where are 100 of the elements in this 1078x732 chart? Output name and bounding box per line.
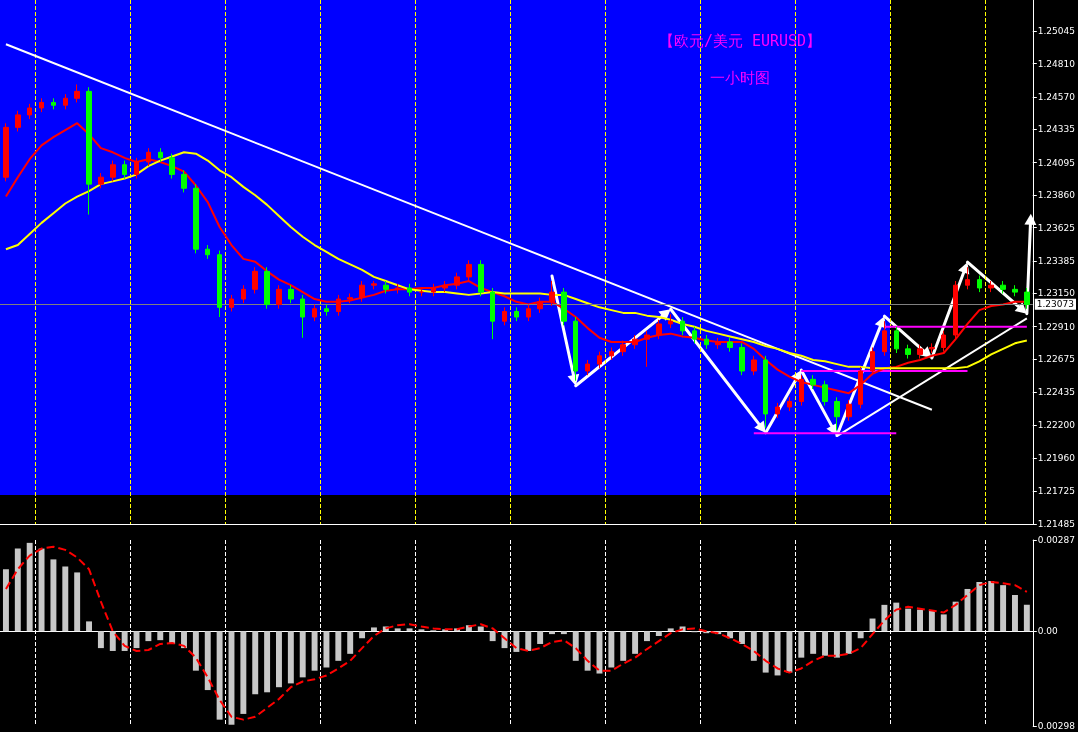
- bar: [62, 566, 69, 632]
- y-tick-label: 1.24335: [1037, 124, 1075, 135]
- bar: [952, 601, 959, 632]
- candlestick: [680, 316, 685, 336]
- candlestick: [454, 272, 460, 290]
- bar: [26, 542, 33, 632]
- candlestick: [727, 337, 733, 353]
- y-tick-label: 1.21485: [1037, 519, 1075, 529]
- candlestick: [229, 294, 234, 312]
- bar: [74, 572, 81, 632]
- candlestick: [953, 280, 958, 340]
- candlestick: [98, 172, 104, 189]
- candlestick: [620, 340, 626, 357]
- bar: [323, 631, 330, 668]
- candlestick: [276, 284, 282, 310]
- candlestick: [775, 402, 780, 419]
- candlestick: [51, 97, 56, 110]
- candlestick: [3, 122, 9, 182]
- bar: [750, 631, 757, 661]
- bar: [976, 581, 983, 632]
- candlestick: [110, 160, 116, 182]
- candlestick: [656, 319, 662, 340]
- candlestick: [205, 244, 210, 260]
- bar: [276, 631, 282, 688]
- bar: [549, 631, 555, 635]
- y-tick-label: 1.21725: [1037, 485, 1075, 496]
- y-tick-label: 0.00: [1037, 626, 1059, 637]
- candlestick: [324, 304, 329, 317]
- y-tick-label: 1.22200: [1037, 420, 1076, 431]
- bar: [905, 608, 912, 632]
- candlestick: [704, 334, 709, 350]
- candlestick: [158, 147, 163, 163]
- candlestick: [905, 344, 911, 360]
- ref-line-label: 1.23073: [1036, 299, 1074, 310]
- candlestick: [442, 280, 448, 293]
- candlestick: [217, 250, 222, 318]
- candlestick: [597, 351, 602, 369]
- bar: [394, 628, 401, 632]
- bar: [287, 631, 294, 684]
- bar: [572, 631, 579, 661]
- bar: [917, 609, 923, 632]
- candlestick: [965, 266, 970, 290]
- bar: [786, 631, 793, 673]
- candlestick: [1024, 287, 1030, 310]
- bar: [584, 631, 591, 671]
- candlestick: [692, 326, 697, 344]
- bar: [774, 631, 781, 676]
- y-tick-label: 1.25045: [1037, 26, 1075, 37]
- y-tick-label: 1.21960: [1037, 453, 1076, 464]
- bar: [14, 548, 21, 632]
- bar: [1023, 604, 1030, 632]
- bar: [109, 631, 116, 651]
- bar: [216, 631, 223, 720]
- candlestick: [407, 283, 412, 297]
- candlestick: [241, 284, 246, 304]
- candlestick: [1000, 280, 1006, 294]
- candlestick: [490, 287, 495, 340]
- candlestick: [668, 313, 673, 329]
- candlestick: [146, 147, 151, 167]
- candlestick: [466, 259, 472, 282]
- candlestick: [169, 153, 175, 180]
- candlestick: [549, 280, 555, 307]
- candlestick: [870, 346, 875, 376]
- candlestick: [86, 86, 92, 216]
- candlestick: [431, 283, 436, 297]
- candlestick: [609, 346, 614, 361]
- candlestick: [336, 294, 341, 317]
- text: 【欧元/美元 EURUSD】: [658, 31, 822, 50]
- y-tick-label: 1.24570: [1037, 91, 1076, 102]
- bar: [632, 631, 639, 654]
- candlestick: [193, 183, 199, 254]
- candlestick: [763, 355, 768, 429]
- bar: [928, 610, 935, 632]
- candlestick: [134, 157, 139, 180]
- bar: [940, 614, 947, 632]
- candlestick: [359, 280, 365, 303]
- candlestick: [264, 266, 270, 310]
- bar: [537, 631, 544, 644]
- y-tick-label: 1.23860: [1037, 190, 1076, 201]
- bar: [620, 631, 627, 661]
- candlestick: [632, 334, 638, 350]
- candlestick: [882, 320, 887, 357]
- bar: [560, 631, 567, 635]
- candlestick: [810, 374, 816, 390]
- bar: [845, 631, 852, 654]
- y-tick-label: 0.00287: [1037, 535, 1075, 545]
- candlestick: [288, 284, 294, 304]
- candlestick: [929, 342, 935, 354]
- bar: [97, 631, 104, 649]
- candlestick: [977, 275, 982, 293]
- candlestick: [74, 83, 80, 103]
- text: 一小时图: [710, 68, 770, 87]
- candlestick: [526, 304, 531, 322]
- bar: [1000, 585, 1007, 632]
- candlestick: [561, 287, 567, 326]
- bar: [738, 631, 745, 644]
- y-tick-label: 1.22910: [1037, 321, 1076, 332]
- bar: [513, 631, 520, 652]
- candlestick: [312, 304, 317, 322]
- bar: [810, 631, 817, 654]
